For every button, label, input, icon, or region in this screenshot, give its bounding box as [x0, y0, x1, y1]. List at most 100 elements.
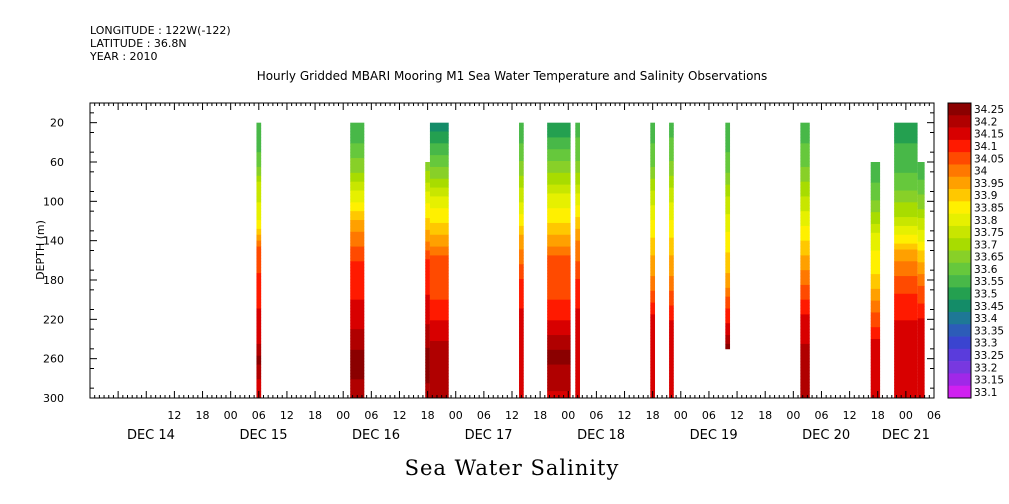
heatmap-cell — [429, 202, 449, 206]
colorbar-label: 33.8 — [974, 215, 997, 227]
heatmap-cell — [350, 228, 365, 233]
heatmap-cell — [519, 352, 524, 357]
heatmap-cell — [429, 252, 449, 256]
heatmap-cell — [894, 234, 918, 239]
heatmap-cell — [725, 190, 731, 194]
heatmap-cell — [350, 305, 365, 309]
heatmap-cell — [669, 290, 674, 295]
heatmap-cell — [519, 140, 524, 144]
year-label: YEAR : 2010 — [89, 50, 158, 63]
heatmap-cell — [669, 175, 674, 180]
heatmap-cell — [350, 161, 365, 165]
heatmap-cell — [800, 178, 810, 183]
heatmap-cell — [894, 385, 918, 389]
heatmap-cell — [350, 388, 365, 392]
heatmap-cell — [870, 297, 881, 302]
heatmap-cell — [425, 191, 430, 195]
heatmap-cell — [870, 353, 881, 358]
heatmap-cell — [350, 340, 365, 345]
heatmap-cell — [519, 276, 524, 280]
heatmap-cell — [894, 370, 918, 374]
heatmap-cell — [425, 185, 430, 189]
heatmap-cell — [425, 221, 430, 225]
heatmap-cell — [256, 237, 262, 242]
heatmap-cell — [650, 222, 656, 227]
heatmap-cell — [256, 152, 262, 156]
heatmap-cell — [870, 212, 881, 216]
heatmap-cell — [256, 388, 262, 392]
heatmap-cell — [894, 146, 918, 150]
heatmap-cell — [894, 355, 918, 360]
heatmap-cell — [650, 355, 656, 360]
heatmap-cell — [350, 187, 365, 191]
heatmap-cell — [800, 279, 810, 283]
heatmap-cell — [800, 125, 810, 129]
colorbar-label: 33.75 — [974, 227, 1004, 239]
heatmap-cell — [669, 382, 674, 386]
heatmap-cell — [547, 367, 571, 371]
heatmap-cell — [350, 267, 365, 271]
heatmap-cell — [350, 258, 365, 262]
heatmap-cell — [650, 158, 656, 162]
heatmap-cell — [350, 308, 365, 312]
heatmap-cell — [425, 318, 430, 322]
heatmap-cell — [870, 182, 881, 186]
heatmap-cell — [917, 336, 925, 340]
heatmap-cell — [256, 252, 262, 256]
heatmap-cell — [425, 268, 430, 272]
heatmap-cell — [547, 199, 571, 203]
x-day-label: DEC 21 — [882, 428, 930, 443]
heatmap-cell — [519, 134, 524, 138]
heatmap-cell — [350, 143, 365, 147]
heatmap-cell — [870, 344, 881, 349]
heatmap-cell — [429, 237, 449, 242]
heatmap-cell — [650, 234, 656, 239]
heatmap-cell — [669, 373, 674, 377]
heatmap-cell — [519, 146, 524, 150]
heatmap-cell — [429, 175, 449, 180]
heatmap-cell — [650, 240, 656, 245]
x-day-label: DEC 16 — [352, 428, 400, 443]
heatmap-cell — [650, 267, 656, 271]
heatmap-cell — [547, 161, 571, 165]
heatmap-cell — [547, 175, 571, 180]
heatmap-cell — [800, 199, 810, 203]
x-tick-label: 12 — [167, 409, 181, 422]
heatmap-cell — [669, 166, 674, 171]
heatmap-cell — [256, 296, 262, 301]
heatmap-cell — [256, 373, 262, 377]
heatmap-cell — [650, 290, 656, 295]
heatmap-cell — [256, 267, 262, 271]
x-day-label: DEC 18 — [577, 428, 625, 443]
heatmap-cell — [650, 190, 656, 194]
heatmap-cell — [669, 370, 674, 374]
heatmap-cell — [256, 163, 262, 168]
salinity-profile — [725, 122, 731, 350]
heatmap-cell — [870, 309, 881, 313]
heatmap-cell — [917, 359, 925, 363]
heatmap-cell — [519, 302, 524, 306]
heatmap-cell — [256, 131, 262, 135]
heatmap-cell — [725, 220, 731, 224]
heatmap-cell — [429, 346, 449, 351]
heatmap-cell — [650, 205, 656, 209]
heatmap-cell — [429, 270, 449, 274]
heatmap-cell — [256, 155, 262, 159]
x-day-label: DEC 19 — [690, 428, 738, 443]
heatmap-cell — [575, 370, 580, 374]
heatmap-cell — [917, 330, 925, 334]
heatmap-cell — [669, 149, 674, 153]
heatmap-cell — [547, 382, 571, 386]
heatmap-cell — [547, 190, 571, 194]
heatmap-cell — [350, 352, 365, 357]
heatmap-cell — [870, 271, 881, 275]
heatmap-cell — [870, 339, 881, 343]
heatmap-cell — [429, 228, 449, 233]
heatmap-cell — [894, 187, 918, 191]
heatmap-cell — [350, 128, 365, 132]
heatmap-cell — [519, 240, 524, 245]
colorbar-label: 33.95 — [974, 178, 1004, 190]
heatmap-cell — [870, 188, 881, 192]
heatmap-cell — [429, 225, 449, 230]
x-tick-label: 00 — [674, 409, 688, 422]
